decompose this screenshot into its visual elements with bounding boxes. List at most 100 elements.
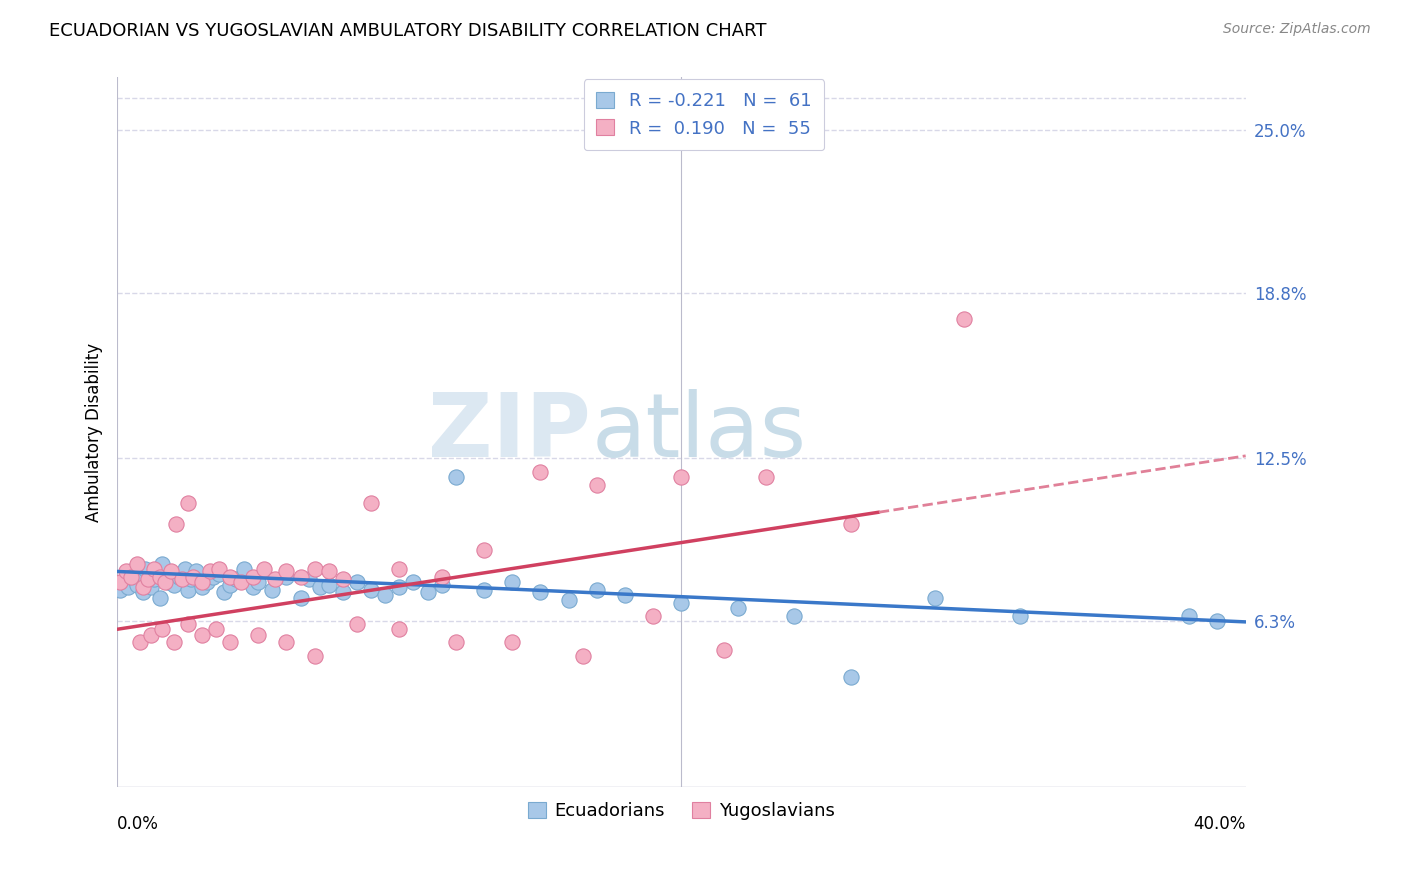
Point (191, 574, 214, 589)
Point (247, 574, 270, 589)
Point (225, 572, 247, 586)
Point (150, 622, 173, 636)
Point (290, 591, 312, 605)
Point (183, 570, 205, 584)
Point (131, 580, 153, 594)
Point (208, 562, 231, 576)
Point (219, 577, 242, 591)
Point (374, 588, 396, 602)
Point (153, 574, 176, 589)
Point (501, 574, 523, 589)
Legend: Ecuadorians, Yugoslavians: Ecuadorians, Yugoslavians (520, 795, 842, 828)
Point (304, 648, 326, 663)
Point (318, 565, 340, 579)
Point (290, 570, 312, 584)
Point (585, 477, 607, 491)
Point (148, 591, 170, 605)
Point (165, 517, 187, 532)
Point (276, 565, 298, 579)
Point (162, 635, 184, 649)
Point (557, 593, 579, 607)
Y-axis label: Ambulatory Disability: Ambulatory Disability (86, 343, 103, 522)
Text: Source: ZipAtlas.com: Source: ZipAtlas.com (1223, 22, 1371, 37)
Text: atlas: atlas (591, 389, 806, 475)
Point (142, 572, 165, 586)
Point (180, 572, 202, 586)
Point (253, 562, 276, 576)
Point (114, 570, 136, 584)
Point (191, 580, 214, 594)
Point (585, 582, 607, 597)
Point (713, 643, 735, 657)
Point (197, 574, 219, 589)
Point (134, 562, 156, 576)
Point (125, 557, 148, 571)
Point (114, 565, 136, 579)
Point (231, 574, 253, 589)
Text: ZIP: ZIP (429, 389, 591, 475)
Point (214, 585, 236, 599)
Point (156, 574, 179, 589)
Point (360, 582, 382, 597)
Point (172, 572, 194, 586)
Point (309, 580, 332, 594)
Point (298, 572, 321, 586)
Point (430, 577, 453, 591)
Point (139, 580, 162, 594)
Point (142, 562, 165, 576)
Point (219, 570, 242, 584)
Point (332, 572, 354, 586)
Point (360, 496, 382, 510)
Point (1206, 615, 1229, 629)
Point (159, 565, 181, 579)
Point (177, 496, 200, 510)
Point (247, 627, 270, 641)
Point (150, 557, 173, 571)
Point (755, 470, 778, 484)
Point (145, 567, 167, 582)
Point (111, 574, 134, 589)
Point (783, 609, 806, 624)
Point (571, 648, 593, 663)
Point (136, 572, 159, 586)
Text: 40.0%: 40.0% (1194, 815, 1246, 833)
Point (529, 465, 551, 479)
Point (402, 574, 425, 589)
Point (242, 580, 264, 594)
Point (614, 588, 637, 602)
Point (148, 570, 170, 584)
Point (529, 585, 551, 599)
Text: ECUADORIAN VS YUGOSLAVIAN AMBULATORY DISABILITY CORRELATION CHART: ECUADORIAN VS YUGOSLAVIAN AMBULATORY DIS… (49, 22, 766, 40)
Point (186, 565, 208, 579)
Point (208, 567, 231, 582)
Point (139, 627, 162, 641)
Point (262, 582, 284, 597)
Point (444, 635, 467, 649)
Point (108, 582, 131, 597)
Point (430, 570, 453, 584)
Point (264, 572, 287, 586)
Point (1008, 609, 1031, 624)
Point (444, 470, 467, 484)
Point (388, 580, 411, 594)
Point (128, 635, 150, 649)
Point (388, 622, 411, 636)
Point (117, 580, 139, 594)
Point (388, 562, 411, 576)
Point (174, 562, 197, 576)
Point (242, 570, 264, 584)
Point (727, 601, 749, 615)
Point (276, 570, 298, 584)
Point (346, 617, 368, 632)
Point (924, 591, 946, 605)
Point (108, 574, 131, 589)
Point (219, 635, 242, 649)
Point (120, 565, 142, 579)
Point (200, 565, 222, 579)
Text: 0.0%: 0.0% (117, 815, 159, 833)
Point (643, 609, 665, 624)
Point (202, 570, 225, 584)
Point (177, 582, 200, 597)
Point (128, 567, 150, 582)
Point (346, 574, 368, 589)
